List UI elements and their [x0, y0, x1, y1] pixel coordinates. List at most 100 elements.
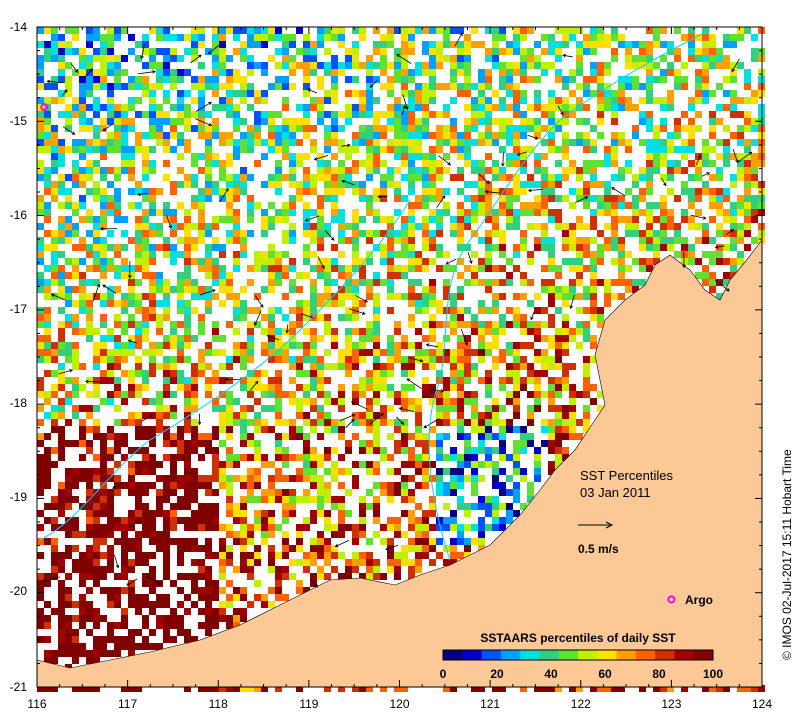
- sst-cell: [233, 538, 240, 545]
- sst-cell: [723, 76, 730, 83]
- sst-cell: [555, 356, 562, 363]
- sst-cell: [289, 328, 296, 335]
- sst-cell: [93, 349, 100, 356]
- sst-cell: [415, 454, 422, 461]
- sst-cell: [492, 524, 499, 531]
- sst-cell: [513, 111, 520, 118]
- sst-cell: [191, 468, 198, 475]
- sst-cell: [254, 251, 261, 258]
- sst-cell: [44, 321, 51, 328]
- sst-cell: [37, 356, 44, 363]
- sst-cell: [128, 524, 135, 531]
- lat-tick-label: -20: [10, 584, 28, 598]
- lon-tick-label: 119: [299, 697, 318, 711]
- sst-cell: [317, 573, 324, 580]
- sst-cell: [303, 447, 310, 454]
- sst-cell: [422, 475, 429, 482]
- sst-cell: [156, 510, 163, 517]
- sst-cell: [646, 97, 653, 104]
- sst-cell: [366, 328, 373, 335]
- current-arrow-icon: [726, 229, 735, 235]
- sst-cell: [121, 167, 128, 174]
- sst-cell: [653, 132, 660, 139]
- sst-cell: [590, 174, 597, 181]
- sst-cell: [289, 391, 296, 398]
- sst-cell: [65, 531, 72, 538]
- current-arrow-icon: [516, 151, 528, 156]
- sst-cell: [604, 97, 611, 104]
- sst-cell: [282, 146, 289, 153]
- sst-cell: [184, 391, 191, 398]
- sst-cell: [296, 314, 303, 321]
- sst-cell: [226, 272, 233, 279]
- sst-cell: [478, 69, 485, 76]
- sst-cell: [667, 174, 674, 181]
- sst-cell: [142, 230, 149, 237]
- sst-cell: [429, 90, 436, 97]
- sst-cell: [527, 258, 534, 265]
- sst-cell: [597, 321, 604, 328]
- sst-cell: [359, 328, 366, 335]
- sst-cell: [240, 76, 247, 83]
- sst-cell: [142, 83, 149, 90]
- sst-cell: [86, 251, 93, 258]
- sst-cell: [163, 76, 170, 83]
- sst-cell: [163, 363, 170, 370]
- sst-cell: [527, 104, 534, 111]
- sst-cell: [464, 363, 471, 370]
- sst-cell: [135, 517, 142, 524]
- sst-cell: [415, 125, 422, 132]
- sst-cell: [296, 587, 303, 594]
- sst-cell: [618, 202, 625, 209]
- sst-cell: [184, 69, 191, 76]
- sst-cell: [345, 167, 352, 174]
- sst-cell: [660, 118, 667, 125]
- sst-cell: [562, 97, 569, 104]
- sst-cell: [485, 377, 492, 384]
- sst-cell: [730, 209, 737, 216]
- sst-cell: [296, 286, 303, 293]
- sst-cell: [93, 384, 100, 391]
- sst-cell: [317, 510, 324, 517]
- sst-cell: [65, 636, 72, 643]
- sst-cell: [324, 685, 331, 692]
- sst-cell: [625, 41, 632, 48]
- sst-cell: [58, 650, 65, 657]
- sst-cell: [387, 139, 394, 146]
- sst-cell: [751, 90, 758, 97]
- sst-cell: [422, 286, 429, 293]
- sst-cell: [359, 559, 366, 566]
- sst-cell: [79, 55, 86, 62]
- colorbar-tick-label: 60: [598, 667, 612, 681]
- sst-cell: [352, 209, 359, 216]
- sst-cell: [450, 69, 457, 76]
- sst-cell: [198, 566, 205, 573]
- sst-cell: [65, 475, 72, 482]
- sst-cell: [296, 153, 303, 160]
- sst-cell: [128, 510, 135, 517]
- sst-cell: [254, 482, 261, 489]
- sst-cell: [653, 160, 660, 167]
- sst-cell: [303, 566, 310, 573]
- sst-cell: [513, 482, 520, 489]
- sst-cell: [422, 174, 429, 181]
- sst-cell: [58, 272, 65, 279]
- sst-cell: [156, 475, 163, 482]
- sst-cell: [191, 41, 198, 48]
- sst-cell: [107, 111, 114, 118]
- sst-cell: [72, 146, 79, 153]
- sst-cell: [170, 475, 177, 482]
- sst-cell: [58, 622, 65, 629]
- sst-cell: [499, 244, 506, 251]
- sst-cell: [513, 104, 520, 111]
- sst-cell: [422, 237, 429, 244]
- sst-cell: [219, 566, 226, 573]
- sst-cell: [289, 489, 296, 496]
- sst-cell: [716, 202, 723, 209]
- sst-cell: [282, 153, 289, 160]
- sst-cell: [702, 153, 709, 160]
- sst-cell: [240, 314, 247, 321]
- sst-cell: [233, 104, 240, 111]
- colorbar: [443, 650, 714, 660]
- sst-cell: [163, 594, 170, 601]
